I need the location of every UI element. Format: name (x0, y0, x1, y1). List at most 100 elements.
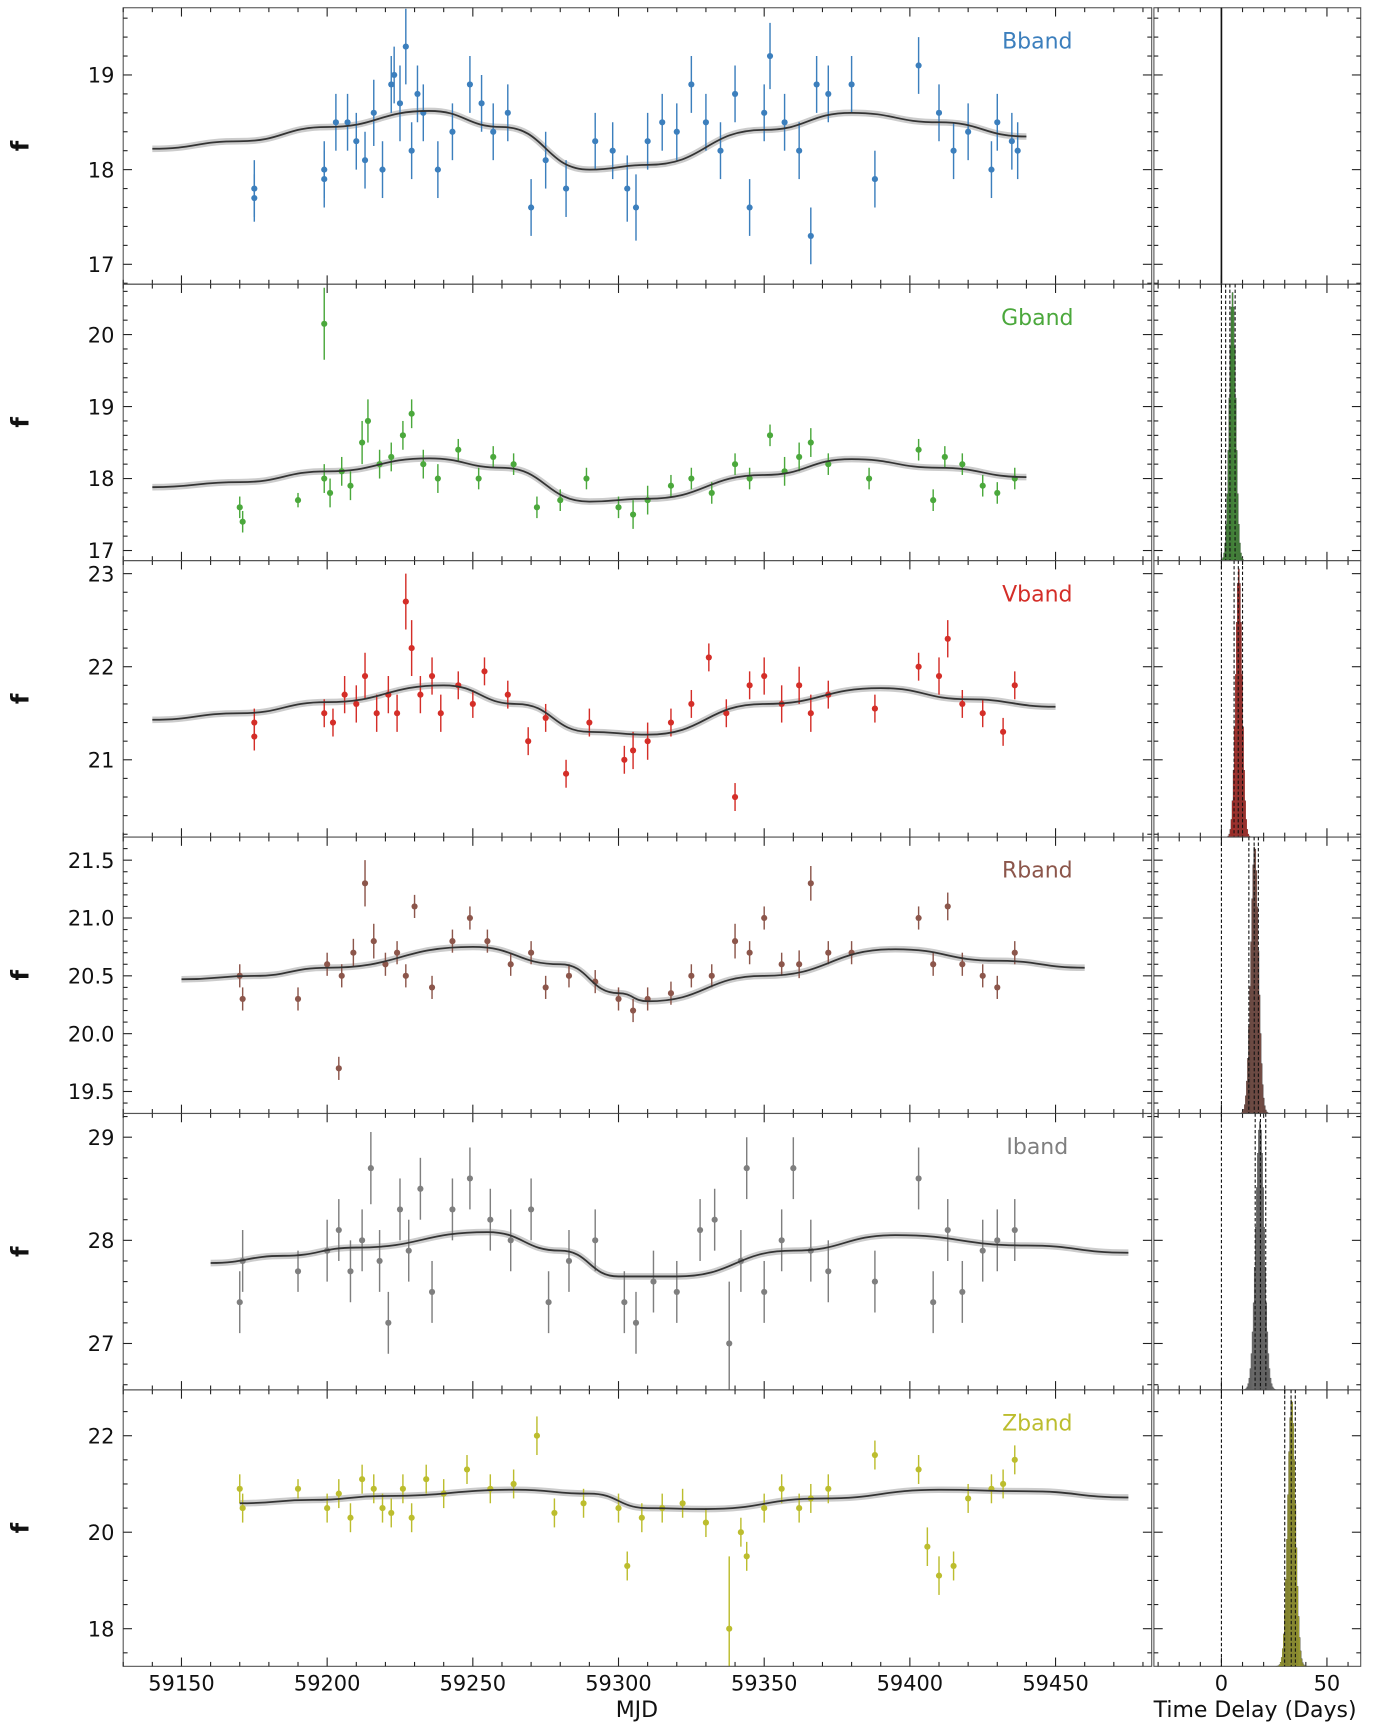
data-point (344, 119, 351, 126)
data-point (930, 1299, 937, 1306)
model-curve (239, 1488, 1129, 1510)
delay-histogram (1219, 284, 1246, 561)
x-axis-label-time-delay: Time Delay (Days) (1153, 1698, 1357, 1723)
data-point (402, 598, 409, 605)
y-tick-label: 20.0 (68, 1022, 115, 1046)
data-point (766, 432, 774, 439)
data-point (796, 453, 803, 461)
delay-x-tick-label: 0 (1215, 1672, 1228, 1696)
data-point (679, 1500, 686, 1507)
data-point (979, 972, 986, 979)
data-point (1011, 949, 1018, 956)
histogram-bar (1239, 542, 1241, 561)
data-point (615, 995, 622, 1003)
left-axes-frame (122, 1389, 1153, 1667)
data-point (347, 1514, 354, 1521)
data-point (324, 1505, 331, 1512)
histogram-bar (1240, 552, 1242, 561)
data-point (382, 961, 389, 968)
data-point (746, 204, 753, 211)
model-curve (152, 110, 1027, 171)
band-label: Bband (1002, 29, 1072, 54)
data-point (367, 1165, 374, 1172)
y-tick-label: 17 (88, 253, 115, 277)
data-point (507, 1237, 514, 1244)
delay-histogram (1220, 1113, 1278, 1390)
right-axes-frame (1153, 1389, 1362, 1667)
data-point (644, 738, 651, 745)
data-point (359, 1237, 366, 1244)
data-point (466, 914, 473, 922)
data-point (370, 938, 377, 945)
y-axis-label: f (7, 140, 35, 151)
data-point (487, 1216, 494, 1223)
data-point (475, 475, 482, 482)
data-point (731, 461, 739, 468)
data-point (930, 961, 937, 968)
data-point (667, 719, 675, 726)
data-point (417, 1185, 424, 1192)
data-point (650, 1278, 657, 1285)
panel-gband: Gband 17 18 19 20 f (7, 283, 1362, 563)
data-point (533, 1432, 541, 1439)
data-point (525, 738, 532, 745)
data-point (609, 147, 616, 154)
data-point (807, 880, 814, 887)
data-point (350, 949, 357, 956)
data-point (825, 949, 832, 956)
data-point (388, 1509, 395, 1516)
data-point (341, 691, 348, 698)
model-uncertainty-band (239, 1486, 1129, 1513)
data-point (731, 938, 739, 945)
x-tick-label: 59300 (585, 1672, 651, 1696)
data-point (813, 81, 820, 88)
data-point (915, 62, 922, 69)
data-point (688, 972, 695, 979)
y-axis-label: f (7, 1522, 35, 1533)
data-point (507, 961, 514, 968)
data-point (399, 432, 406, 439)
data-point (632, 1319, 640, 1326)
panel-rband: Rband 19.5 20.0 20.5 21.0 21.5 f (7, 836, 1362, 1115)
model-curve (152, 457, 1027, 503)
data-point (347, 1268, 354, 1275)
data-point (915, 663, 922, 670)
data-point (583, 475, 590, 482)
data-point (848, 81, 855, 88)
band-label: Iband (1006, 1135, 1068, 1160)
data-point (294, 1485, 302, 1492)
data-point (935, 672, 943, 680)
data-point (388, 453, 395, 461)
data-point (994, 1237, 1001, 1244)
data-point (944, 635, 951, 642)
y-tick-label: 19 (88, 395, 115, 419)
data-point (825, 461, 832, 468)
data-point (414, 90, 421, 97)
data-point (781, 119, 788, 126)
plot-area (236, 1416, 1129, 1667)
data-point (417, 691, 424, 698)
data-point (364, 417, 372, 425)
data-point (428, 1288, 436, 1295)
data-point (236, 504, 243, 511)
data-point (638, 1514, 645, 1521)
histogram-bar (1238, 524, 1240, 561)
data-point (717, 147, 724, 154)
data-point (239, 1505, 246, 1512)
data-point (924, 1543, 931, 1550)
data-point (825, 90, 832, 97)
data-point (408, 645, 415, 652)
data-point (778, 961, 785, 968)
data-point (469, 700, 476, 708)
y-tick-label: 18 (88, 158, 115, 182)
data-point (239, 518, 246, 525)
data-point (449, 938, 456, 945)
data-point (542, 157, 549, 164)
data-point (490, 453, 497, 461)
data-point (871, 1451, 878, 1459)
data-point (490, 128, 497, 135)
data-point (562, 185, 570, 192)
data-point (321, 710, 328, 717)
data-point (915, 446, 922, 453)
x-tick-label: 59250 (440, 1672, 506, 1696)
